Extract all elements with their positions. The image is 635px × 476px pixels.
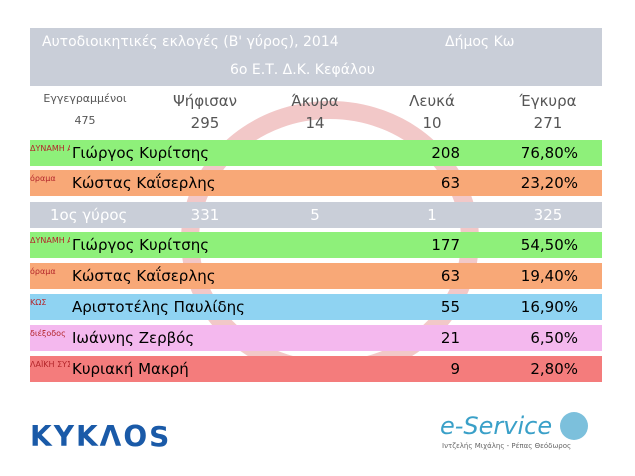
percent: 76,80%	[520, 144, 578, 162]
candidate-name: Κώστας Καΐσερλης	[72, 174, 216, 192]
percent: 19,40%	[520, 267, 578, 285]
votes: 9	[450, 360, 460, 378]
round1-value: 1	[427, 206, 437, 224]
summary-value: 10	[422, 114, 442, 132]
row-band	[30, 356, 602, 382]
round1-band	[30, 202, 602, 228]
party-logo: όραμα	[30, 267, 56, 276]
summary-label: Εγγεγραμμένοι	[43, 92, 127, 105]
candidate-name: Γιώργος Κυρίτσης	[72, 144, 210, 162]
candidate-name: Αριστοτέλης Παυλίδης	[72, 298, 245, 316]
round1-value: 325	[533, 206, 563, 224]
title: Αυτοδιοικητικές εκλογές (Β' γύρος), 2014	[42, 34, 339, 50]
party-logo: ΛΑΪΚΗ ΣΥΣΠΕΙΡΩΣΗ	[30, 360, 70, 369]
round1-value: 331	[190, 206, 220, 224]
votes: 21	[440, 329, 460, 347]
candidate-name: Κώστας Καΐσερλης	[72, 267, 216, 285]
percent: 23,20%	[520, 174, 578, 192]
at-icon	[560, 412, 588, 440]
votes: 63	[440, 174, 460, 192]
party-logo: όραμα	[30, 174, 56, 183]
eservice-logo: e-Service	[440, 412, 553, 440]
percent: 6,50%	[530, 329, 578, 347]
votes: 177	[431, 236, 460, 254]
votes: 63	[440, 267, 460, 285]
party-logo: ΚΩΣ	[30, 298, 47, 307]
row-band	[30, 294, 602, 320]
row-band	[30, 140, 602, 166]
votes: 208	[431, 144, 460, 162]
header-band	[30, 28, 602, 86]
party-logo: ΔΥΝΑΜΗ ΑΛΛΑΓΗΣ	[30, 236, 70, 245]
candidate-name: Γιώργος Κυρίτσης	[72, 236, 210, 254]
party-logo: διέξοδος	[30, 329, 66, 338]
round1-value: 5	[310, 206, 320, 224]
candidate-name: Ιωάννης Ζερβός	[72, 329, 195, 347]
station: 6ο Ε.Τ. Δ.Κ. Κεφάλου	[230, 62, 375, 78]
eservice-sub: Ιντζελής Μιχάλης - Ρέπας Θεόδωρος	[442, 442, 572, 450]
votes: 55	[440, 298, 460, 316]
summary-label: Έγκυρα	[519, 92, 577, 110]
kyklos-logo: ΚΥΚΛΟS	[30, 420, 172, 453]
percent: 2,80%	[530, 360, 578, 378]
candidate-name: Κυριακή Μακρή	[72, 360, 189, 378]
row-band	[30, 232, 602, 258]
summary-value: 271	[533, 114, 563, 132]
row-band	[30, 263, 602, 289]
party-logo: ΔΥΝΑΜΗ ΑΛΛΑΓΗΣ	[30, 144, 70, 153]
percent: 16,90%	[520, 298, 578, 316]
percent: 54,50%	[520, 236, 578, 254]
municipality: Δήμος Κω	[445, 34, 515, 50]
row-band	[30, 325, 602, 351]
summary-label: Ψήφισαν	[172, 92, 238, 110]
summary-value: 14	[305, 114, 325, 132]
summary-label: Άκυρα	[291, 92, 339, 110]
summary-value: 295	[190, 114, 220, 132]
round1-label: 1ος γύρος	[50, 206, 128, 224]
summary-label: Λευκά	[409, 92, 455, 110]
summary-value: 475	[74, 114, 96, 127]
row-band	[30, 170, 602, 196]
